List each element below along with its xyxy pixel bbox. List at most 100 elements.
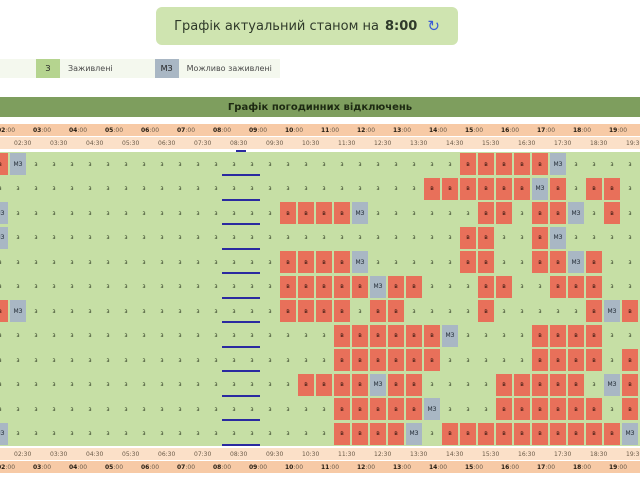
- schedule-cell: з: [136, 300, 152, 322]
- refresh-icon[interactable]: ↻: [427, 17, 440, 35]
- schedule-cell: з: [208, 300, 224, 322]
- schedule-cell: з: [226, 275, 242, 298]
- schedule-cell: з: [460, 300, 476, 322]
- schedule-cell: в: [352, 324, 368, 347]
- hour-minutes: :00: [581, 126, 592, 134]
- schedule-cell: в: [586, 422, 602, 445]
- legend: З Заживлені МЗ Можливо заживлені: [0, 59, 280, 78]
- schedule-cell: з: [0, 373, 8, 396]
- schedule-cell: з: [10, 275, 26, 298]
- hour-minutes: :00: [149, 463, 160, 471]
- schedule-cell: МЗ: [604, 373, 620, 396]
- schedule-cell: з: [244, 324, 260, 347]
- schedule-cell: в: [604, 177, 620, 200]
- schedule-cell: з: [172, 275, 188, 298]
- schedule-cell: в: [514, 422, 530, 445]
- schedule-cell: з: [514, 202, 530, 224]
- schedule-cell: в: [388, 275, 404, 298]
- schedule-cell: з: [82, 177, 98, 200]
- schedule-cell: в: [370, 324, 386, 347]
- schedule-cell: з: [190, 177, 206, 200]
- schedule-status-banner: Графік актуальний станом на 8:00 ↻: [156, 7, 458, 45]
- schedule-cell: з: [226, 422, 242, 445]
- schedule-cell: з: [622, 202, 638, 224]
- hour-label: 12:00: [357, 124, 375, 136]
- schedule-cell: з: [100, 177, 116, 200]
- schedule-cell: в: [478, 177, 494, 200]
- schedule-cell: з: [82, 373, 98, 396]
- half-hour-label: 17:30: [554, 450, 572, 458]
- schedule-cell: в: [370, 300, 386, 322]
- hour-minutes: :00: [401, 126, 412, 134]
- schedule-cell: з: [64, 398, 80, 420]
- schedule-cell: з: [442, 275, 458, 298]
- schedule-cell: з: [460, 275, 476, 298]
- legend-swatch-maybe-powered: МЗ: [154, 59, 179, 78]
- hour-number: 07: [177, 126, 186, 134]
- current-time-line: [222, 272, 260, 274]
- schedule-cell: в: [388, 373, 404, 396]
- hour-number: 04: [69, 126, 78, 134]
- schedule-cell: з: [370, 251, 386, 273]
- schedule-cell: з: [298, 349, 314, 371]
- schedule-cell: з: [244, 349, 260, 371]
- schedule-cell: в: [352, 275, 368, 298]
- schedule-cell: з: [316, 324, 332, 347]
- schedule-cell: з: [334, 153, 350, 175]
- schedule-cell: з: [352, 153, 368, 175]
- schedule-cell: з: [46, 300, 62, 322]
- schedule-cell: з: [190, 324, 206, 347]
- schedule-cell: з: [262, 324, 278, 347]
- schedule-cell: з: [46, 202, 62, 224]
- hour-minutes: :00: [545, 126, 556, 134]
- schedule-cell: в: [586, 251, 602, 273]
- schedule-cell: в: [406, 398, 422, 420]
- hour-number: 03: [33, 126, 42, 134]
- schedule-cell: з: [262, 398, 278, 420]
- schedule-cell: з: [226, 324, 242, 347]
- schedule-cell: з: [208, 177, 224, 200]
- hour-number: 18: [573, 463, 582, 471]
- schedule-cell: з: [442, 300, 458, 322]
- schedule-cell: з: [550, 300, 566, 322]
- schedule-cell: з: [406, 177, 422, 200]
- half-hour-label: 16:30: [518, 450, 536, 458]
- schedule-cell: з: [46, 153, 62, 175]
- schedule-cell: в: [478, 300, 494, 322]
- schedule-cell: з: [298, 398, 314, 420]
- hour-label: 13:00: [393, 461, 411, 473]
- schedule-cell: з: [82, 398, 98, 420]
- hour-minutes: :00: [473, 463, 484, 471]
- schedule-cell: з: [190, 422, 206, 445]
- schedule-cell: з: [136, 177, 152, 200]
- schedule-cell: МЗ: [370, 373, 386, 396]
- schedule-cell: з: [208, 373, 224, 396]
- schedule-cell: з: [136, 373, 152, 396]
- schedule-cell: з: [0, 177, 8, 200]
- schedule-cell: з: [28, 373, 44, 396]
- schedule-cell: в: [478, 422, 494, 445]
- hour-number: 04: [69, 463, 78, 471]
- schedule-cell: з: [442, 349, 458, 371]
- schedule-cell: з: [190, 373, 206, 396]
- schedule-cell: в: [622, 373, 638, 396]
- schedule-cell: в: [532, 349, 548, 371]
- schedule-cell: з: [532, 300, 548, 322]
- schedule-cell: з: [46, 373, 62, 396]
- schedule-cell: в: [280, 275, 296, 298]
- schedule-cell: з: [334, 177, 350, 200]
- schedule-cell: з: [424, 422, 440, 445]
- schedule-cell: з: [208, 324, 224, 347]
- schedule-cell: з: [244, 422, 260, 445]
- legend-label-maybe-powered: Можливо заживлені: [186, 64, 272, 73]
- schedule-cell: в: [460, 251, 476, 273]
- hour-number: 17: [537, 126, 546, 134]
- half-hour-label: 15:30: [482, 139, 500, 147]
- schedule-cell: з: [154, 153, 170, 175]
- current-time-line: [222, 345, 260, 348]
- schedule-cell: з: [10, 422, 26, 445]
- schedule-cell: з: [388, 153, 404, 175]
- schedule-cell: в: [352, 349, 368, 371]
- schedule-cell: з: [244, 153, 260, 175]
- schedule-cell: з: [100, 300, 116, 322]
